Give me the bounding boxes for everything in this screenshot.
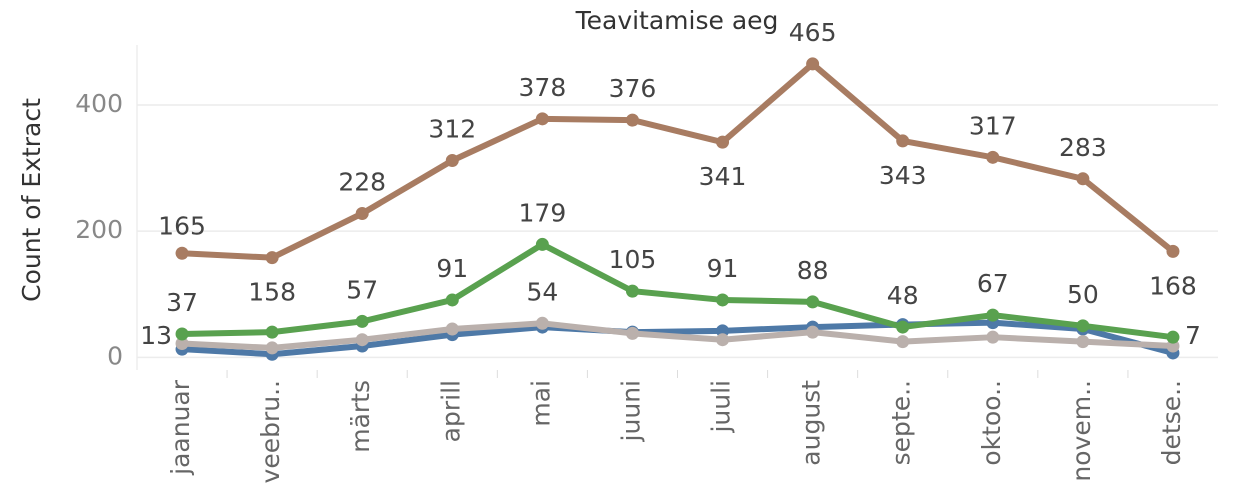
point <box>1166 244 1180 258</box>
x-tick-label: aprill <box>436 380 465 442</box>
y-tick-label: 200 <box>75 215 123 244</box>
data-label: 376 <box>609 74 657 103</box>
x-tick-label: veebru.. <box>256 380 285 483</box>
data-label: 378 <box>519 73 567 102</box>
x-tick-label: juuni <box>616 380 645 442</box>
point <box>445 322 459 336</box>
point <box>445 293 459 307</box>
point <box>896 335 910 349</box>
point <box>355 314 369 328</box>
data-label: 228 <box>338 167 386 196</box>
data-label: 179 <box>519 198 567 227</box>
point <box>716 333 730 347</box>
data-label: 88 <box>797 256 829 285</box>
point <box>896 320 910 334</box>
chart-title: Teavitamise aeg <box>575 6 779 35</box>
y-tick-label: 400 <box>75 89 123 118</box>
point <box>1076 335 1090 349</box>
data-label: 91 <box>707 254 739 283</box>
series-line <box>181 320 1174 351</box>
point <box>355 206 369 220</box>
point <box>986 150 1000 164</box>
point <box>535 316 549 330</box>
point <box>1166 330 1180 344</box>
point <box>175 246 189 260</box>
point <box>445 153 459 167</box>
data-label: 50 <box>1067 280 1099 309</box>
data-label: 283 <box>1059 133 1107 162</box>
data-label: 341 <box>699 162 747 191</box>
point <box>1076 172 1090 186</box>
data-label: 7 <box>1185 321 1201 350</box>
x-tick-label: novem.. <box>1067 380 1096 482</box>
data-label: 165 <box>158 211 206 240</box>
data-label: 168 <box>1149 271 1197 300</box>
point <box>175 327 189 341</box>
series-line <box>181 60 1175 261</box>
point <box>265 251 279 265</box>
y-axis-label: Count of Extract <box>17 98 46 302</box>
x-tick-label: mai <box>526 380 555 427</box>
x-tick-label: august <box>797 380 826 466</box>
data-label: 91 <box>436 254 468 283</box>
point <box>535 237 549 251</box>
point <box>716 135 730 149</box>
x-tick-label: septe.. <box>887 380 916 465</box>
data-label: 54 <box>526 277 558 306</box>
data-label: 317 <box>969 111 1017 140</box>
x-tick-label: detse.. <box>1157 380 1186 465</box>
data-label: 158 <box>248 278 296 307</box>
y-tick-label: 0 <box>107 341 123 370</box>
data-label: 13 <box>140 321 172 350</box>
data-label: 343 <box>879 161 927 190</box>
point <box>806 295 820 309</box>
point <box>986 308 1000 322</box>
point <box>986 330 1000 344</box>
point <box>716 293 730 307</box>
series-line <box>181 241 1174 341</box>
data-label: 67 <box>977 269 1009 298</box>
x-tick-label: juuli <box>707 380 736 434</box>
point <box>625 113 639 127</box>
point <box>806 57 820 71</box>
data-label: 37 <box>166 288 198 317</box>
point <box>355 333 369 347</box>
data-label: 57 <box>346 275 378 304</box>
data-label: 48 <box>887 281 919 310</box>
point <box>265 325 279 339</box>
point <box>265 341 279 355</box>
x-tick-label: jaanuar <box>166 379 195 476</box>
series-line <box>181 319 1174 358</box>
point <box>625 284 639 298</box>
point <box>535 112 549 126</box>
data-label: 312 <box>428 114 476 143</box>
x-tick-label: märts <box>346 380 375 453</box>
data-label: 465 <box>789 18 837 47</box>
point <box>1076 319 1090 333</box>
point <box>175 336 189 350</box>
data-label: 105 <box>609 245 657 274</box>
point <box>806 325 820 339</box>
point <box>625 326 639 340</box>
point <box>896 134 910 148</box>
x-tick-label: oktoo.. <box>977 380 1006 466</box>
